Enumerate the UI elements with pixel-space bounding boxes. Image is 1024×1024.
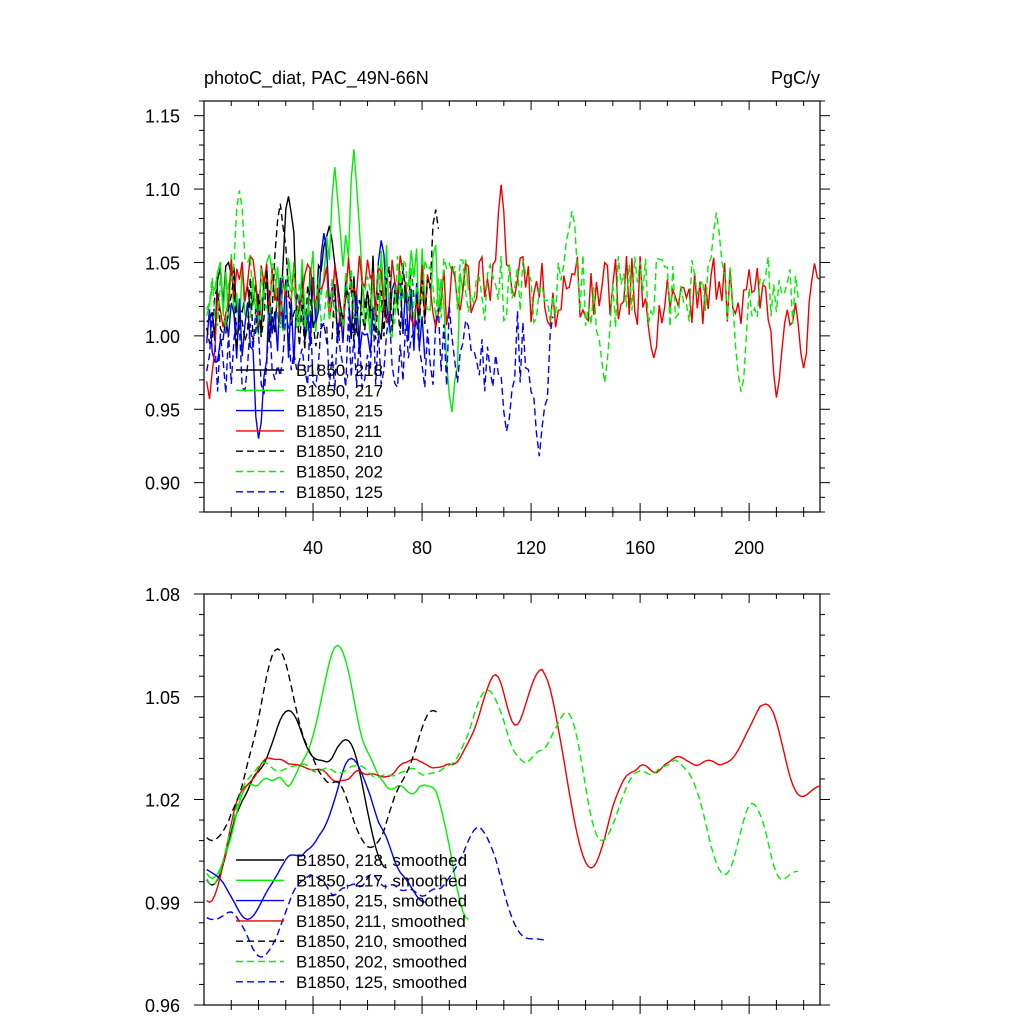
y-axis: 0.96 0.99 1.02 1.05 1.08 [145,585,830,1016]
legend-label: B1850, 215 [296,402,383,421]
series-lines [206,149,820,457]
x-axis [230,594,805,1014]
legend-label: B1850, 218, smoothed [296,851,467,870]
legend-label: B1850, 210 [296,442,383,461]
series-line-b1850-202 [206,190,799,392]
legend-label: B1850, 215, smoothed [296,892,467,911]
series-line-b1850-217-smoothed [206,644,469,920]
y-tick-label: 1.00 [145,327,180,347]
top-chart-units: PgC/y [771,68,820,88]
series-line-b1850-125-smoothed [206,826,545,958]
legend-label: B1850, 217 [296,381,383,400]
y-tick-label: 0.96 [145,996,180,1016]
y-tick-label: 1.05 [145,253,180,273]
legend-label: B1850, 218 [296,361,383,380]
x-tick-label: 160 [625,538,655,558]
x-tick-label: 40 [303,538,323,558]
x-tick-label: 200 [734,538,764,558]
legend-label: B1850, 211, smoothed [296,912,466,931]
y-tick-label: 1.10 [145,180,180,200]
top-plot: 40 80 120 160 200 0.90 0.95 1.00 1.05 1.10 1.15 B18… [145,100,830,558]
y-tick-label: 0.90 [145,474,180,494]
series-lines [206,644,820,958]
legend-label: B1850, 211 [296,422,382,441]
y-tick-label: 0.95 [145,400,180,420]
series-line-b1850-211 [206,184,820,400]
series-line-b1850-217 [206,149,470,413]
legend-label: B1850, 202, smoothed [296,953,467,972]
x-tick-label: 80 [412,538,432,558]
legend-label: B1850, 125 [296,483,383,502]
series-line-b1850-215-smoothed [206,757,425,921]
x-axis: 40 80 120 160 200 [230,101,805,558]
top-chart-title: photoC_diat, PAC_49N-66N [204,68,429,89]
y-tick-label: 1.15 [145,107,180,127]
y-tick-label: 0.99 [145,893,180,913]
bottom-plot: 0.96 0.99 1.02 1.05 1.08 B1850, 218, smoothed… [145,585,830,1016]
series-line-b1850-211-smoothed [206,668,820,904]
legend-label: B1850, 202 [296,463,383,482]
legend-label: B1850, 125, smoothed [296,973,467,992]
series-line-b1850-202-smoothed [206,689,799,886]
x-tick-label: 120 [516,538,546,558]
y-tick-label: 1.05 [145,688,180,708]
series-line-b1850-210 [206,203,440,350]
legend-label: B1850, 210, smoothed [296,932,467,951]
series-line-b1850-125 [206,306,554,457]
y-tick-label: 1.08 [145,585,180,605]
y-tick-label: 1.02 [145,791,180,811]
y-axis: 0.90 0.95 1.00 1.05 1.10 1.15 [145,100,830,513]
legend-label: B1850, 217, smoothed [296,871,467,890]
